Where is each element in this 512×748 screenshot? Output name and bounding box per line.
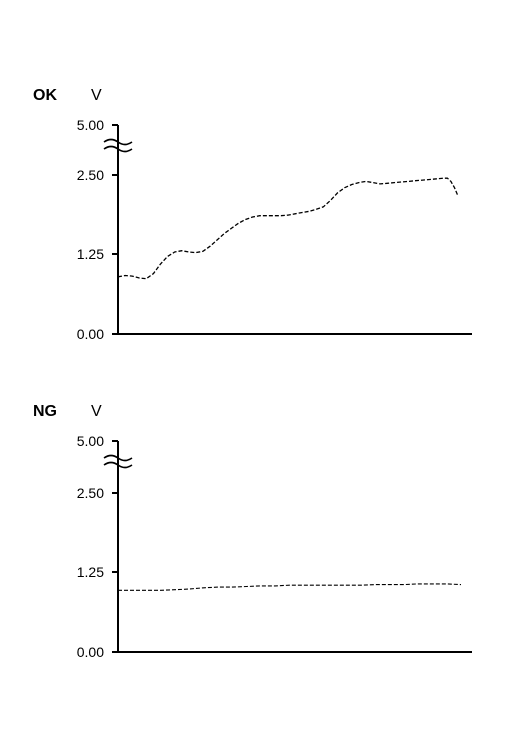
series-line [118, 583, 462, 591]
unit-label: V [91, 403, 102, 420]
y-tick-label: 5.00 [77, 433, 104, 449]
y-tick-label: 0.00 [77, 644, 104, 660]
axis-break-marker [103, 138, 133, 153]
y-tick-label: 5.00 [77, 117, 104, 133]
y-tick-label: 2.50 [77, 167, 104, 183]
status-label: NG [33, 403, 57, 420]
series-line [117, 177, 459, 280]
y-tick-label: 1.25 [77, 246, 104, 262]
unit-label: V [91, 87, 102, 104]
y-tick-label: 2.50 [77, 485, 104, 501]
status-label: OK [33, 87, 57, 104]
chart-panel-ng: NG V 0.00 1.25 2.50 5.00 [33, 403, 472, 660]
chart-panel-ok: OK V 0.00 1.25 2.50 5.00 [33, 87, 472, 342]
axis-break-marker [103, 454, 133, 469]
y-tick-label: 1.25 [77, 564, 104, 580]
y-tick-label: 0.00 [77, 326, 104, 342]
